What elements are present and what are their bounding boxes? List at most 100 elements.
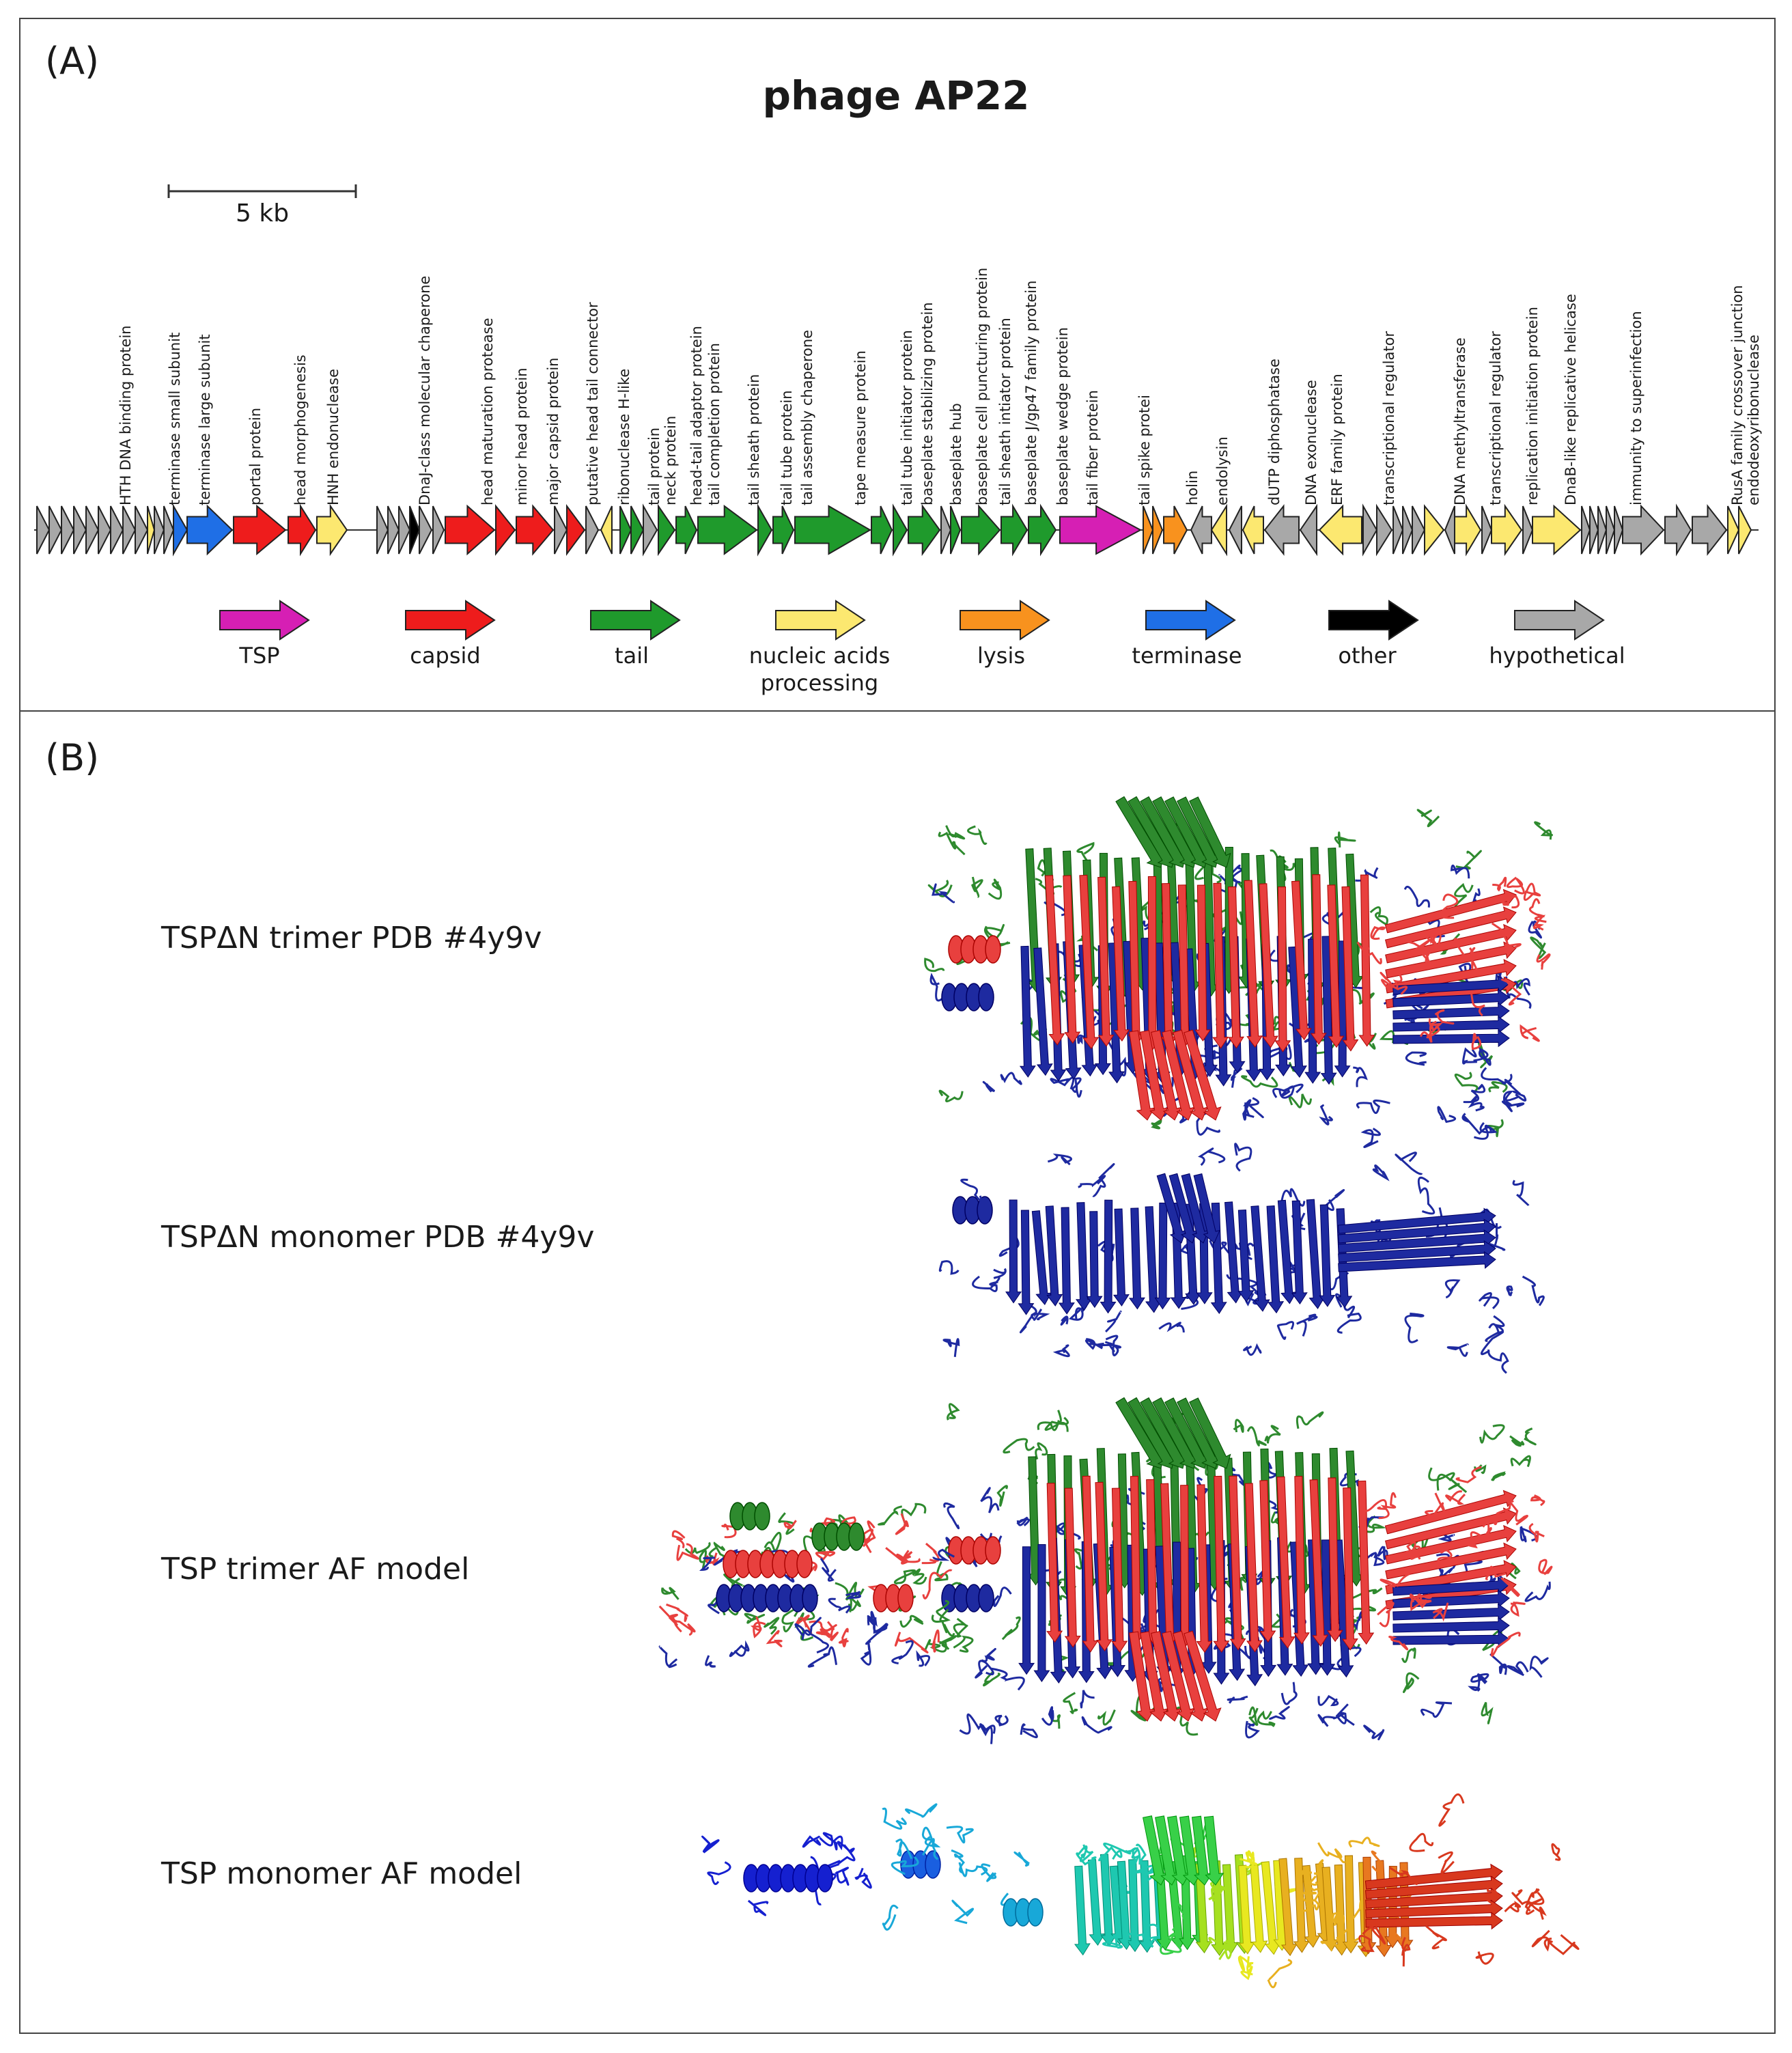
coil-loop [945, 825, 966, 840]
beta-strand [1392, 1630, 1510, 1649]
coil-loop [1524, 1427, 1537, 1446]
gene-arrow [1454, 503, 1482, 557]
beta-strand [1046, 1483, 1063, 1643]
coil-loop [1208, 1937, 1235, 1950]
gene-arrow [376, 505, 389, 555]
coil-loop [1246, 1426, 1267, 1447]
coil-loop [1409, 1832, 1434, 1852]
beta-strand [1033, 1544, 1050, 1683]
gene-arrow [1362, 503, 1378, 557]
coil-loop [1381, 970, 1403, 990]
coil-loop [1409, 1593, 1427, 1612]
coil-loop [943, 1502, 960, 1530]
gene-arrow [1589, 505, 1599, 555]
coil-loop [1102, 1936, 1123, 1949]
gene-arrow [619, 505, 632, 555]
beta-strand [1129, 1631, 1156, 1722]
beta-strand [1184, 1630, 1222, 1722]
beta-strand [1392, 1603, 1510, 1621]
beta-strand [1341, 1488, 1358, 1651]
coil-loop [1482, 1522, 1492, 1540]
gene-arrow [1059, 505, 1143, 555]
coil-loop [1538, 1559, 1553, 1576]
coil-loop [893, 1569, 916, 1585]
beta-strand [1327, 884, 1345, 1048]
gene-arrow [908, 503, 941, 557]
gene-arrow [122, 505, 137, 555]
legend-arrow-nucleic [775, 600, 866, 641]
coil-loop [1506, 1285, 1513, 1297]
gene-arrow [1727, 505, 1740, 555]
beta-strand [1129, 1030, 1156, 1121]
beta-strand [1196, 1484, 1213, 1653]
coil-loop [938, 831, 966, 856]
coil-loop [1364, 1552, 1385, 1567]
coil-loop [953, 1635, 974, 1653]
gene-arrow [173, 503, 188, 557]
coil-loop [1280, 1188, 1306, 1207]
coil-loop [1081, 1716, 1112, 1734]
beta-strand [1086, 1211, 1103, 1309]
coil-loop [1405, 1541, 1416, 1556]
beta-strand [1018, 1546, 1035, 1675]
coil-loop [658, 1645, 678, 1668]
beta-strand [1392, 1002, 1510, 1020]
scale-bar-label: 5 kb [236, 199, 290, 227]
coil-loop [1468, 1674, 1487, 1692]
legend-arrow-capsid [405, 600, 496, 641]
coil-loop [882, 1807, 907, 1830]
coil-loop [1378, 1492, 1397, 1520]
coil-loop [924, 958, 945, 973]
beta-strand [1250, 1205, 1270, 1312]
coil-loop [1502, 1100, 1525, 1108]
coil-loop [1388, 1636, 1409, 1651]
monomer-pdb-structure-image [938, 1143, 1545, 1374]
beta-strand [1076, 1202, 1092, 1311]
coil-loop [895, 1513, 910, 1535]
beta-strand [1310, 874, 1327, 1045]
beta-strand [1151, 1631, 1182, 1722]
coil-loop [1491, 922, 1522, 949]
gene-arrow [73, 505, 87, 555]
coil-loop [820, 1557, 837, 1582]
coil-loop [1158, 1322, 1185, 1333]
coil-loop [1218, 1940, 1235, 1960]
coil-loop [778, 1512, 795, 1535]
gene-arrow [697, 505, 758, 555]
coil-loop [1453, 938, 1476, 958]
coil-loop [980, 1487, 1000, 1513]
alpha-helix-turn [985, 935, 1001, 964]
gene-arrow [1581, 505, 1591, 555]
gene-arrow [961, 504, 1001, 556]
beta-strand [1079, 874, 1100, 1050]
coil-loop [1402, 1672, 1420, 1693]
coil-loop [1403, 885, 1430, 908]
coil-loop [820, 1624, 839, 1642]
beta-strand [1326, 1477, 1343, 1643]
coil-loop [1371, 1850, 1382, 1873]
coil-loop [958, 1862, 988, 1877]
gene-arrow [1000, 503, 1028, 557]
gene-arrow [1491, 503, 1523, 557]
coil-loop [1280, 1681, 1298, 1705]
alpha-helix-turn [978, 1584, 994, 1612]
coil-loop [1362, 1926, 1386, 1945]
coil-loop [801, 1629, 829, 1653]
coil-loop [1444, 1279, 1461, 1299]
coil-loop [766, 1630, 783, 1647]
coil-loop [1420, 1701, 1453, 1718]
coil-loop [1360, 1128, 1381, 1149]
coil-loop [1404, 1312, 1425, 1343]
coil-loop [1470, 992, 1485, 1017]
coil-loop [1377, 1546, 1388, 1561]
coil-loop [1500, 1577, 1520, 1597]
coil-loop [938, 1260, 960, 1275]
coil-loop [1031, 1309, 1050, 1321]
legend-label-other: other [1338, 643, 1397, 669]
legend-arrow-tsp [219, 600, 310, 641]
coil-loop [832, 1835, 855, 1854]
coil-loop [1084, 1338, 1103, 1350]
coil-loop [1462, 1047, 1477, 1065]
coil-loop [1420, 951, 1433, 966]
structure-label-trimer-af: TSP trimer AF model [161, 1552, 470, 1587]
